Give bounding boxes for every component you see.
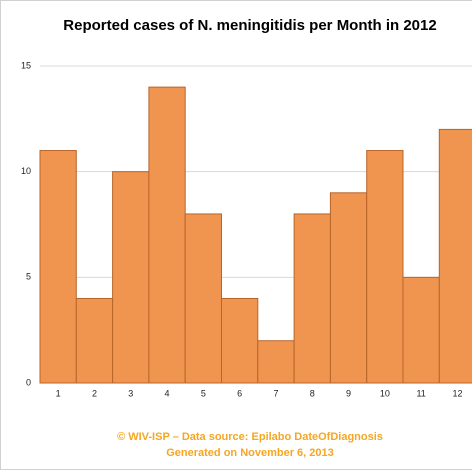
bar xyxy=(402,276,440,384)
x-tick-label: 10 xyxy=(380,388,390,398)
bar xyxy=(184,213,222,384)
bar xyxy=(438,128,472,384)
bar xyxy=(329,192,368,384)
bar xyxy=(75,297,114,384)
y-tick-label: 10 xyxy=(21,166,31,176)
source-note: © WIV-ISP – Data source: Epilabo DateOfD… xyxy=(117,431,383,443)
bar xyxy=(221,297,259,384)
bar xyxy=(257,340,295,384)
x-tick-label: 3 xyxy=(128,388,133,398)
x-tick-label: 7 xyxy=(273,388,278,398)
bar xyxy=(112,171,150,384)
x-tick-label: 2 xyxy=(92,388,97,398)
x-tick-label: 1 xyxy=(56,388,61,398)
y-tick-label: 5 xyxy=(26,272,31,282)
x-tick-label: 8 xyxy=(310,388,315,398)
bar xyxy=(39,150,77,384)
x-tick-label: 5 xyxy=(201,388,206,398)
bar xyxy=(148,86,186,384)
x-tick-label: 12 xyxy=(452,388,462,398)
chart-title: Reported cases of N. meningitidis per Mo… xyxy=(63,17,436,34)
bar xyxy=(366,150,404,384)
x-tick-label: 4 xyxy=(165,388,170,398)
x-tick-label: 11 xyxy=(416,388,425,398)
bar xyxy=(293,213,331,384)
generated-note: Generated on November 6, 2013 xyxy=(166,447,334,459)
x-tick-label: 6 xyxy=(237,388,242,398)
x-tick-label: 9 xyxy=(346,388,351,398)
y-tick-label: 0 xyxy=(26,377,31,387)
y-tick-label: 15 xyxy=(21,60,31,70)
